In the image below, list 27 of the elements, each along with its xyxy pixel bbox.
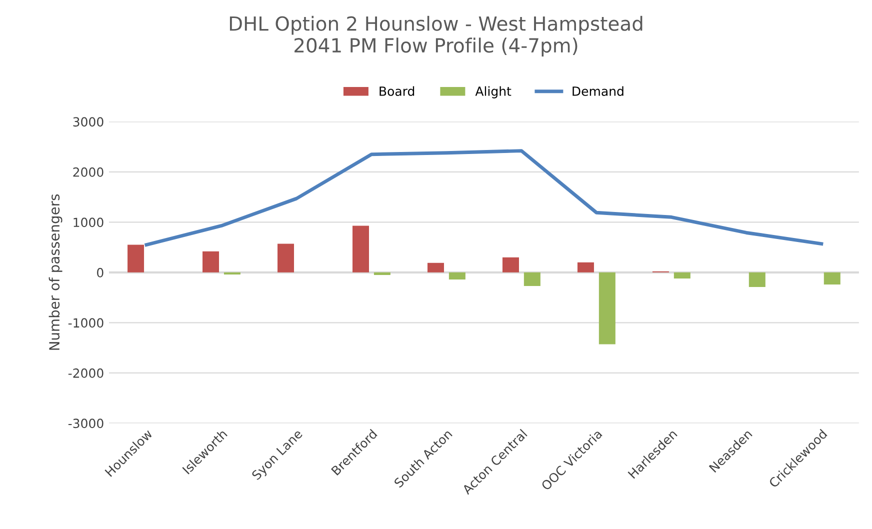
bar [748, 272, 766, 288]
legend-label: Demand [572, 86, 624, 96]
bar [502, 257, 519, 272]
bar [824, 272, 840, 284]
bar [577, 262, 594, 272]
bar [598, 272, 616, 344]
y-tick-label: 0 [97, 268, 104, 278]
y-tick-label: -2000 [68, 368, 104, 378]
bar [278, 244, 294, 272]
bar [427, 262, 444, 272]
y-tick-label: 3000 [73, 117, 104, 127]
bar [202, 251, 220, 272]
bar [128, 244, 144, 272]
bar [448, 272, 466, 280]
chart-title: DHL Option 2 Hounslow - West Hampstead 2041 PM Flow Profile (4-7pm) [230, 16, 642, 56]
line-series [144, 149, 824, 247]
bar [524, 272, 540, 286]
y-tick-label: -3000 [68, 418, 104, 428]
y-tick-label: -1000 [68, 318, 104, 328]
legend-label: Board [380, 86, 414, 96]
bar [352, 226, 369, 272]
legend-label: Alight [475, 86, 512, 98]
bar [374, 272, 390, 275]
y-axis-title: Number of passengers [48, 194, 62, 350]
bar [674, 272, 690, 278]
y-tick-label: 2000 [73, 167, 104, 177]
y-tick-label: 1000 [74, 218, 104, 228]
